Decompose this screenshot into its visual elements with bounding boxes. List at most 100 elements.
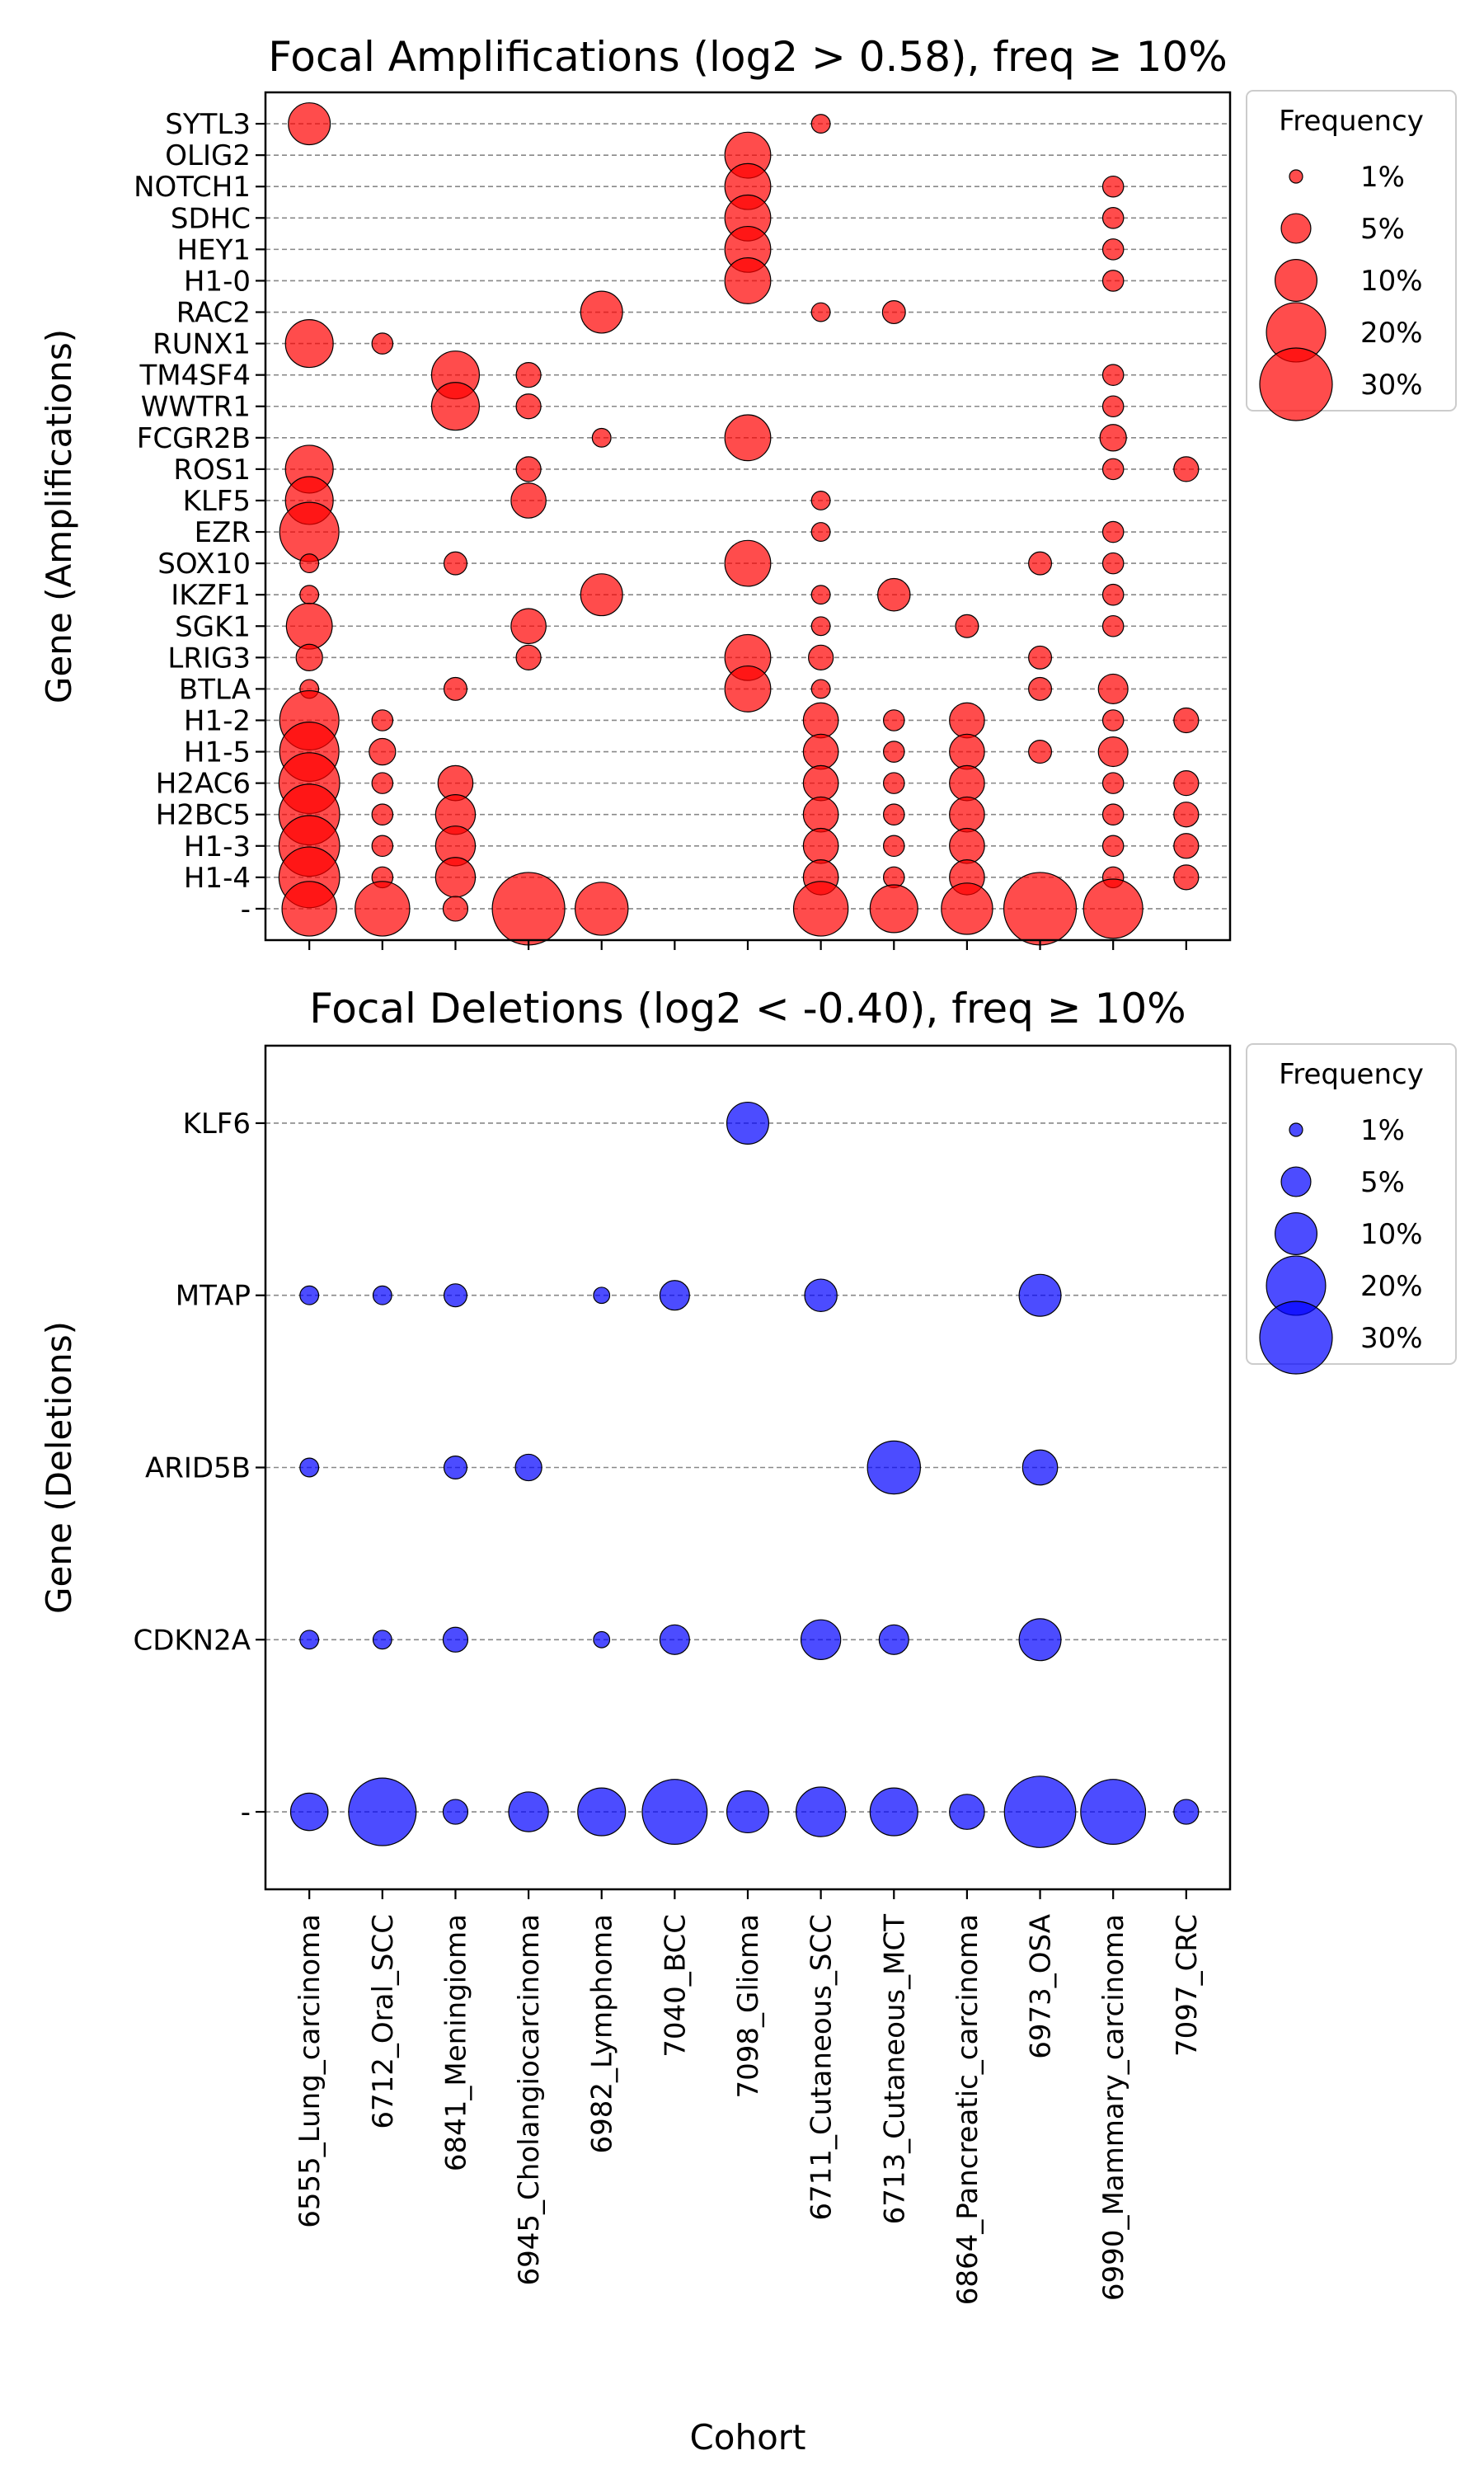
y-tick-label: -: [241, 1796, 251, 1829]
bubble: [882, 835, 905, 858]
bubble: [1101, 520, 1125, 543]
bubble: [802, 764, 839, 802]
bubble: [1173, 802, 1200, 828]
bubble: [1028, 645, 1053, 670]
legend-entry: 5%: [1360, 213, 1405, 246]
legend-marker: [1259, 347, 1333, 421]
bubble: [442, 1626, 469, 1653]
bubble: [1003, 1776, 1077, 1848]
bubble: [1173, 864, 1200, 891]
x-tick-label: 6973_OSA: [1025, 1914, 1058, 2059]
legend-entry: 1%: [1360, 161, 1405, 194]
x-tick-label: 6982_Lymphoma: [586, 1914, 619, 2153]
y-tick-label: CDKN2A: [133, 1624, 251, 1657]
bubble: [955, 614, 979, 638]
bubble: [1028, 676, 1053, 701]
bubble: [574, 882, 629, 936]
legend-marker: [1289, 1122, 1303, 1137]
bubble: [593, 1630, 611, 1649]
bubble: [1018, 1618, 1062, 1662]
bubble: [580, 573, 623, 617]
bubble: [288, 102, 331, 146]
y-tick-label: SYTL3: [165, 108, 251, 141]
x-tick-label: 6990_Mammary_carcinoma: [1097, 1914, 1130, 2301]
bubble: [289, 1792, 329, 1832]
y-tick-label: OLIG2: [165, 139, 251, 172]
bubble: [804, 1278, 838, 1312]
bubble: [510, 608, 547, 645]
bubble: [800, 1619, 842, 1660]
x-tick-label: 6945_Cholangiocarcinoma: [513, 1914, 546, 2285]
bubble: [369, 737, 397, 766]
bubble: [1101, 614, 1125, 637]
legend-entry: 10%: [1360, 265, 1423, 298]
bubble: [1101, 835, 1125, 858]
x-tick-label: 7098_Glioma: [732, 1914, 765, 2099]
bubble: [284, 319, 334, 369]
bubble: [949, 796, 985, 833]
bubble: [1101, 709, 1125, 731]
chart-title: Focal Amplifications (log2 > 0.58), freq…: [268, 33, 1227, 81]
bubble: [508, 1791, 549, 1832]
bubble: [1101, 175, 1125, 198]
bubble: [810, 522, 831, 542]
bubble: [372, 1630, 392, 1650]
bubble: [795, 1786, 847, 1837]
bubble: [1101, 803, 1125, 825]
bubble: [949, 702, 985, 739]
bubble: [1097, 673, 1129, 704]
legend: Frequency 1% 5% 10% 20% 30%: [1246, 90, 1457, 421]
x-axis-label: Cohort: [689, 2417, 805, 2458]
bubble: [1080, 1779, 1147, 1846]
bubble: [724, 257, 772, 304]
bubble: [1101, 583, 1125, 606]
bubble: [371, 835, 394, 858]
bubble: [1097, 736, 1129, 768]
y-tick-label: WWTR1: [141, 391, 251, 424]
legend-entry: 20%: [1360, 317, 1423, 350]
bubble: [1173, 707, 1200, 734]
bubble: [810, 114, 831, 134]
y-tick-label: TM4SF4: [139, 360, 251, 393]
legend-marker: [1280, 213, 1312, 244]
y-tick-label: H1-2: [184, 704, 251, 737]
bubble: [1101, 395, 1125, 418]
legend-entry: 5%: [1360, 1166, 1405, 1199]
bubble: [1101, 772, 1125, 794]
bubble: [641, 1779, 708, 1846]
bubble: [810, 491, 831, 510]
y-tick-label: RUNX1: [153, 328, 251, 361]
bubble: [591, 427, 612, 448]
bubble: [371, 709, 394, 731]
bubble: [1021, 1449, 1059, 1486]
bubble: [724, 665, 772, 713]
bubble: [1101, 458, 1125, 481]
bubble: [1028, 740, 1053, 764]
y-tick-label: RAC2: [176, 297, 251, 330]
legend-marker: [1275, 1212, 1317, 1255]
bubble: [1101, 364, 1125, 386]
bubble: [949, 733, 985, 770]
bubble: [724, 539, 772, 587]
bubble: [355, 881, 411, 937]
bubble: [810, 679, 831, 699]
y-tick-label: MTAP: [176, 1280, 251, 1313]
bubble: [515, 393, 542, 420]
legend-marker: [1280, 1166, 1312, 1197]
y-tick-label: -: [241, 893, 251, 926]
x-tick-label: 7040_BCC: [659, 1914, 692, 2058]
bubble: [659, 1280, 690, 1311]
bubble: [430, 382, 481, 431]
bubble: [515, 456, 542, 482]
bubble: [802, 733, 839, 770]
y-tick-label: NOTCH1: [134, 171, 251, 204]
bubble: [371, 772, 394, 794]
bubble: [810, 585, 831, 605]
y-tick-label: KLF5: [183, 485, 251, 518]
bubble: [877, 577, 911, 612]
bubble: [869, 1787, 918, 1837]
legend-marker: [1275, 259, 1317, 302]
bubble: [941, 882, 993, 935]
bubble: [802, 702, 839, 739]
